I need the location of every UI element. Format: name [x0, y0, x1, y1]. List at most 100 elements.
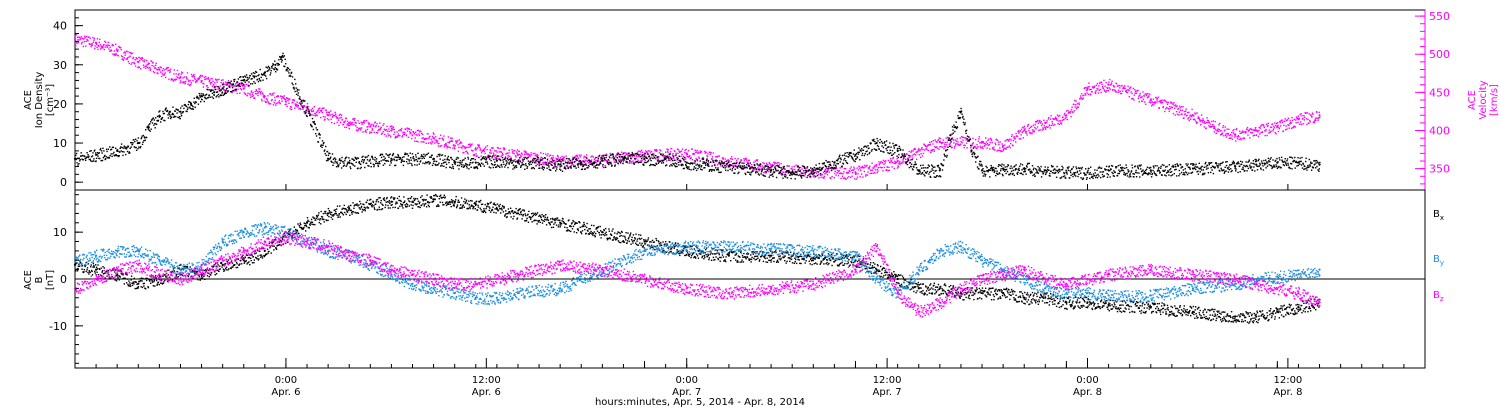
density-point: [385, 153, 387, 155]
density-point: [732, 163, 734, 165]
density-point: [979, 160, 981, 163]
density-point: [853, 159, 855, 162]
velocity-point: [1288, 127, 1290, 129]
velocity-point: [338, 114, 340, 116]
velocity-point: [1278, 128, 1280, 130]
velocity-point: [572, 156, 574, 158]
velocity-point: [1053, 118, 1055, 120]
velocity-point: [1051, 122, 1054, 125]
velocity-point: [855, 172, 857, 175]
density-point: [409, 162, 411, 164]
velocity-point: [1098, 85, 1100, 87]
velocity-point: [1208, 125, 1210, 127]
density-point: [525, 163, 527, 165]
velocity-point: [1063, 119, 1065, 121]
velocity-point: [518, 150, 520, 153]
velocity-point: [747, 159, 750, 162]
density-point: [229, 82, 231, 84]
velocity-point: [1198, 117, 1200, 119]
velocity-point: [190, 73, 193, 76]
density-point: [485, 158, 488, 160]
velocity-point: [758, 165, 760, 167]
velocity-point: [637, 150, 640, 153]
density-point: [1004, 166, 1006, 168]
velocity-point: [125, 58, 127, 60]
velocity-point: [893, 162, 895, 164]
density-point: [786, 169, 788, 172]
density-point: [155, 123, 158, 125]
velocity-point: [204, 78, 206, 80]
density-point: [591, 164, 594, 166]
velocity-point: [795, 164, 797, 166]
velocity-point: [170, 79, 172, 81]
density-point: [169, 113, 171, 116]
density-point: [338, 164, 340, 166]
velocity-point: [702, 157, 705, 159]
velocity-anchor-point: [73, 37, 77, 41]
velocity-point: [308, 109, 310, 111]
density-point: [219, 90, 221, 92]
velocity-point: [248, 84, 250, 87]
velocity-point: [434, 139, 436, 141]
density-point: [471, 158, 474, 160]
velocity-point: [913, 148, 915, 150]
density-point: [650, 163, 652, 166]
velocity-point: [860, 169, 862, 171]
density-point: [188, 101, 190, 103]
velocity-point: [452, 147, 454, 149]
density-point: [144, 137, 146, 139]
density-point: [1063, 171, 1065, 174]
velocity-point: [1306, 123, 1308, 126]
velocity-point: [352, 118, 355, 120]
velocity-point: [360, 129, 362, 131]
velocity-point: [213, 86, 215, 89]
density-point: [891, 154, 893, 156]
velocity-point: [866, 164, 868, 167]
density-point: [229, 86, 231, 88]
density-point: [1015, 168, 1018, 170]
velocity-point: [187, 83, 189, 85]
velocity-point: [1160, 100, 1162, 102]
velocity-point: [353, 119, 355, 121]
density-point: [907, 159, 910, 161]
velocity-point: [908, 150, 910, 153]
density-point: [195, 96, 198, 99]
velocity-anchor-point: [1002, 144, 1005, 147]
density-point: [906, 161, 908, 163]
density-point: [715, 169, 718, 171]
density-point: [650, 159, 652, 162]
velocity-point: [1163, 99, 1165, 101]
density-point: [1025, 167, 1027, 170]
density-point: [1080, 172, 1082, 174]
density-point: [120, 143, 123, 145]
density-point: [858, 151, 860, 153]
density-point: [479, 164, 481, 166]
velocity-point: [225, 82, 228, 84]
velocity-point: [1190, 118, 1192, 120]
density-point: [604, 158, 606, 161]
velocity-point: [1182, 106, 1184, 108]
velocity-point: [363, 122, 365, 124]
density-point: [922, 167, 925, 169]
density-point: [665, 156, 667, 158]
density-point: [124, 146, 126, 148]
velocity-point: [1313, 121, 1315, 123]
velocity-point: [254, 90, 256, 93]
density-point: [920, 167, 923, 169]
density-point: [931, 168, 933, 170]
density-point: [632, 162, 635, 164]
velocity-point: [1315, 119, 1317, 122]
velocity-point: [1026, 125, 1029, 128]
density-point: [694, 160, 696, 162]
density-point: [181, 105, 183, 107]
density-point: [919, 171, 921, 173]
velocity-point: [148, 67, 150, 69]
velocity-point: [1169, 107, 1171, 110]
density-point: [482, 156, 485, 158]
velocity-point: [937, 139, 940, 141]
velocity-point: [1255, 134, 1258, 136]
density-point: [621, 159, 623, 161]
density-point: [763, 175, 765, 177]
density-point: [656, 156, 658, 158]
velocity-point: [1059, 114, 1061, 117]
